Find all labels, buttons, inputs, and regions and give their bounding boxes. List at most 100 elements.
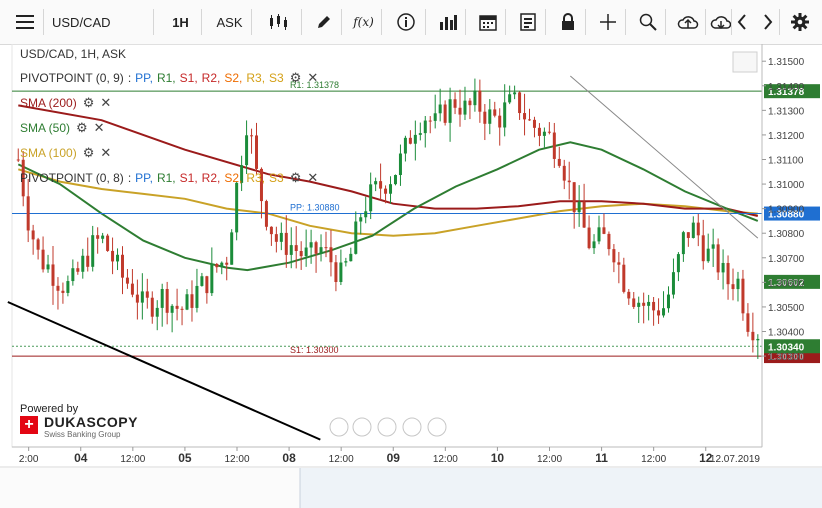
candle-body <box>473 90 477 106</box>
zoom-plus-icon[interactable] <box>402 417 422 437</box>
settings-button[interactable] <box>786 9 814 35</box>
candle-body <box>329 247 333 263</box>
candle-body <box>513 92 517 95</box>
candle-body <box>468 100 472 106</box>
close-icon[interactable]: ✕ <box>307 170 319 185</box>
lock-button[interactable] <box>550 9 586 35</box>
pivot-level-s3: S3 <box>269 171 284 185</box>
side-select[interactable]: ASK <box>208 9 252 35</box>
volume-button[interactable] <box>430 9 466 35</box>
brand-name: DUKASCOPY <box>44 414 138 430</box>
close-icon[interactable]: ✕ <box>93 120 105 135</box>
candle-body <box>627 291 631 299</box>
candle-body <box>523 113 527 120</box>
candle-body <box>537 127 541 136</box>
candle-body <box>602 227 606 234</box>
candle-body <box>284 232 288 255</box>
level-tag-pp <box>764 206 820 221</box>
draw-button[interactable] <box>306 9 342 35</box>
candle-body <box>299 250 303 257</box>
legend-sma-50[interactable]: SMA (50) ⚙ ✕ <box>20 120 105 135</box>
price-tick-label: 1.30900 <box>768 205 805 216</box>
time-label: 12:00 <box>224 454 249 465</box>
calendar-button[interactable] <box>470 9 506 35</box>
candle-body <box>721 262 725 273</box>
time-label: 12:00 <box>641 454 666 465</box>
candle-body <box>607 233 611 250</box>
price-tag-text: 1.30602 <box>768 278 805 289</box>
time-axis: 2:00 04 12:00 05 12:00 08 12:00 09 12:00 10 12:00 1… <box>0 446 822 468</box>
candle-body <box>155 307 159 317</box>
time-label: 12.07.2019 <box>710 454 760 465</box>
timeframe-select[interactable]: 1H <box>160 9 202 35</box>
candle-body <box>344 261 348 263</box>
level-tag-text: 1.30300 <box>768 352 805 363</box>
pivot-1-levels: PP, R1, S1, R2, S2, R3, S3 <box>131 70 284 86</box>
scroll-left-button[interactable] <box>732 9 752 35</box>
price-tick-label: 1.31400 <box>768 82 805 93</box>
legend-sma-200[interactable]: SMA (200) ⚙ ✕ <box>20 95 112 110</box>
time-label: 04 <box>74 451 88 465</box>
legend-sma-100[interactable]: SMA (100) ⚙ ✕ <box>20 145 112 160</box>
crosshair-button[interactable] <box>590 9 626 35</box>
crosshair-icon <box>599 14 616 30</box>
close-icon[interactable]: ✕ <box>100 145 112 160</box>
price-tick-label: 1.30700 <box>768 254 805 265</box>
close-icon[interactable]: ✕ <box>100 95 112 110</box>
zoom-button[interactable] <box>630 9 666 35</box>
candle-body <box>359 217 363 222</box>
download-button[interactable] <box>710 9 732 35</box>
price-axis: 1.31500 1.31400 1.31300 1.31200 1.31100 1.310… <box>761 44 805 447</box>
gear-icon[interactable]: ⚙ <box>289 170 302 185</box>
candle-body <box>443 104 447 123</box>
pivot-level-s1: S1, <box>179 171 198 185</box>
scroll-right-button[interactable] <box>756 9 780 35</box>
candle-body <box>314 242 318 254</box>
menu-icon <box>15 15 34 29</box>
candle-body <box>706 248 710 262</box>
candle-body <box>662 308 666 316</box>
price-chart[interactable]: R1: 1.31378 1.31378 PP: 1.30880 1.30880 S1: … <box>0 44 822 508</box>
candle-body <box>165 288 169 313</box>
candle-body <box>225 262 229 265</box>
gear-icon[interactable]: ⚙ <box>76 120 88 135</box>
symbol-select[interactable]: USD/CAD <box>48 9 154 35</box>
candle-body <box>259 168 263 202</box>
price-tick-label: 1.31500 <box>768 57 805 68</box>
legend-pivot-2[interactable]: PIVOTPOINT (0, 8): PP, R1, S1, R2, S2, R3, S3 … <box>20 170 319 186</box>
candle-body <box>245 135 249 166</box>
price-tick-label: 1.31200 <box>768 131 805 142</box>
pivot-2-levels: PP, R1, S1, R2, S2, R3, S3 <box>131 170 284 186</box>
zoom-out-icon[interactable] <box>329 417 349 437</box>
candle-body <box>240 165 244 183</box>
indicators-button[interactable]: f(x) <box>346 9 382 35</box>
chart-type-button[interactable] <box>256 9 302 35</box>
candle-body <box>369 184 373 212</box>
gear-icon[interactable]: ⚙ <box>289 70 302 85</box>
gear-icon[interactable]: ⚙ <box>82 145 95 160</box>
legend-pivot-1[interactable]: PIVOTPOINT (0, 9): PP, R1, S1, R2, S2, R3, S3 … <box>20 70 319 86</box>
close-icon[interactable]: ✕ <box>307 70 319 85</box>
candle-body <box>453 99 457 108</box>
upload-button[interactable] <box>670 9 706 35</box>
info-button[interactable] <box>386 9 426 35</box>
zoom-minus-icon[interactable] <box>352 417 372 437</box>
candle-body <box>289 245 293 255</box>
pivot-level-pp: PP, <box>135 171 153 185</box>
pause-icon[interactable] <box>377 417 397 437</box>
function-icon: f(x) <box>353 15 374 29</box>
candle-body <box>428 120 432 122</box>
candle-body <box>532 119 536 128</box>
candle-body <box>111 250 115 262</box>
candle-body <box>696 222 700 236</box>
play-icon[interactable] <box>427 417 447 437</box>
pivot-level-r3: R3, <box>246 71 266 85</box>
candle-body <box>120 254 124 278</box>
notes-button[interactable] <box>510 9 546 35</box>
menu-button[interactable] <box>6 9 44 35</box>
candle-body <box>637 302 641 307</box>
candle-body <box>438 104 442 114</box>
candle-body <box>547 131 551 133</box>
candle-body <box>250 135 254 137</box>
gear-icon[interactable]: ⚙ <box>82 95 95 110</box>
